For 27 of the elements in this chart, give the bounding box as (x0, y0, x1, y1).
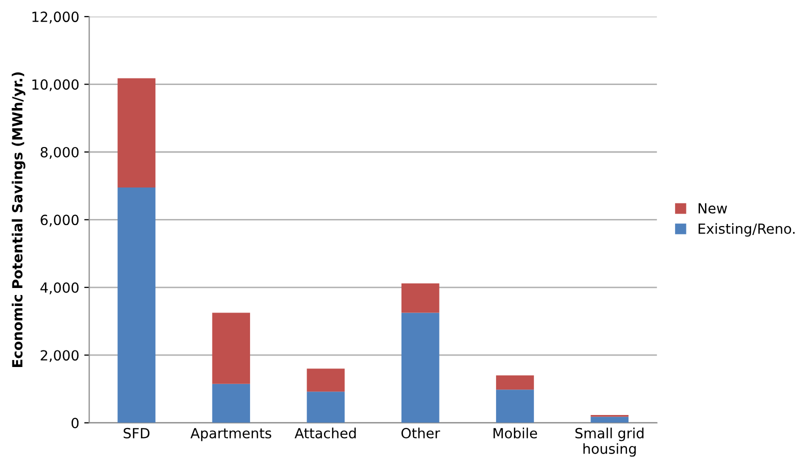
bar (212, 384, 250, 423)
bar (401, 312, 440, 423)
bar (212, 312, 250, 384)
x-tick-label: SFD (124, 428, 150, 438)
bar (306, 368, 345, 392)
y-tick-label: 6,000 (40, 214, 79, 227)
y-tick-label: 12,000 (32, 12, 79, 24)
bar (306, 392, 345, 423)
x-tick-label: Small grid housing (575, 428, 644, 457)
y-tick-label: 8,000 (40, 146, 79, 159)
x-tick-label: Mobile (494, 428, 538, 438)
x-tick-label: Attached (294, 428, 356, 438)
x-tick-label: Apartments (190, 428, 272, 442)
bar (496, 390, 534, 423)
y-tick-label: 4,000 (40, 282, 79, 294)
legend-label: Existing/Reno. (698, 223, 795, 237)
y-tick-label: 10,000 (32, 79, 79, 92)
legend-label: New (698, 203, 728, 214)
y-tick-label: 0 (72, 418, 79, 428)
y-tick-label: 2,000 (40, 350, 79, 362)
x-tick-label: Other (401, 428, 440, 438)
bar (118, 188, 156, 423)
y-axis-title: Economic Potential Savings (MWh/yr.) (12, 72, 26, 367)
bar (590, 416, 629, 423)
bar (401, 283, 440, 313)
bar (118, 78, 156, 188)
bar (496, 375, 534, 390)
